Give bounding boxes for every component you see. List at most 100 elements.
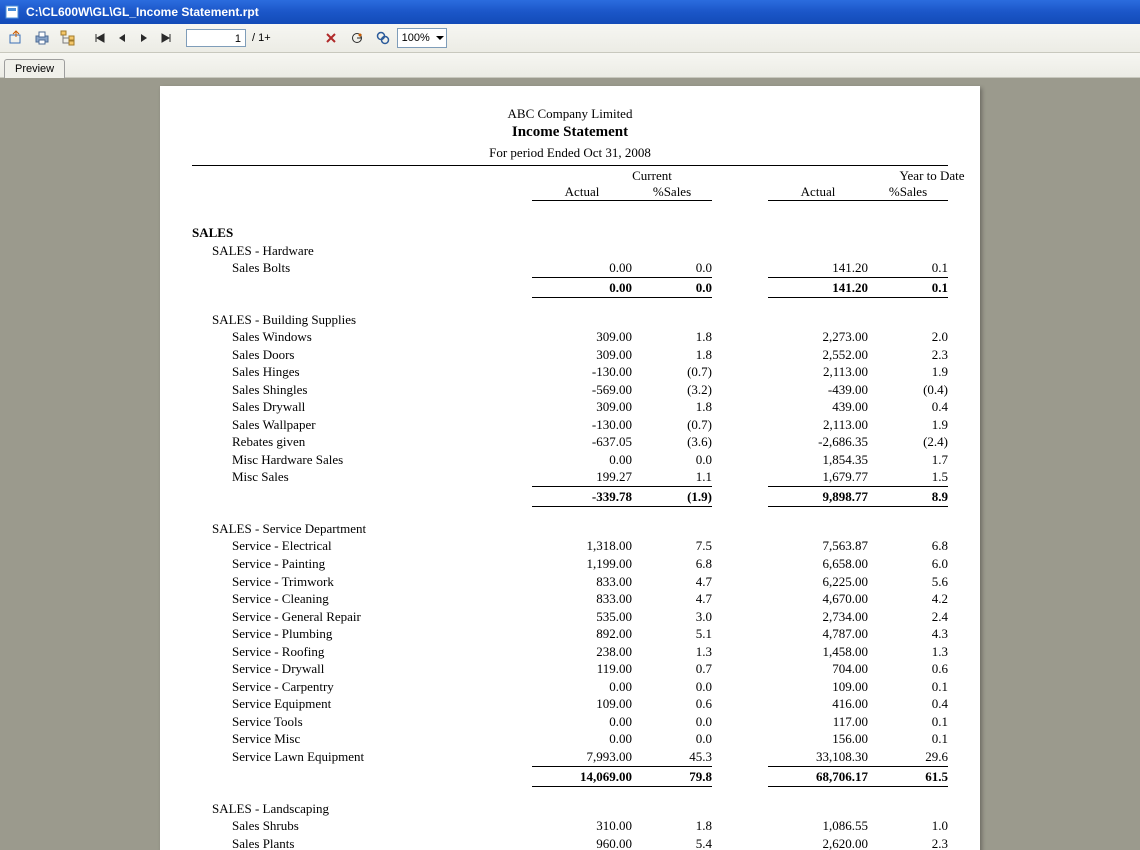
row-label: Service - Roofing [192,643,532,661]
cell-ytd-actual: -439.00 [768,381,868,399]
data-row: Service Tools 0.00 0.0 117.00 0.1 [192,713,948,731]
stop-button[interactable] [319,26,343,50]
row-label: Rebates given [192,433,532,451]
data-row: Service Misc 0.00 0.0 156.00 0.1 [192,730,948,748]
data-row: Sales Shrubs 310.00 1.8 1,086.55 1.0 [192,817,948,835]
cell-ytd-actual: 117.00 [768,713,868,731]
cell-ytd-pct: 1.9 [868,416,948,434]
cell-ytd-actual: 2,734.00 [768,608,868,626]
cell-cur-pct: 7.5 [632,537,712,555]
cell-cur-actual: 119.00 [532,660,632,678]
cell-cur-actual: 0.00 [532,713,632,731]
cell-cur-actual: 238.00 [532,643,632,661]
toolbar: 1 / 1+ 100% [0,24,1140,53]
cell-cur-actual: -637.05 [532,433,632,451]
colgroup-ytd: Year to Date [812,168,1052,184]
cell-ytd-pct: 0.1 [868,678,948,696]
tree-button[interactable] [56,26,80,50]
data-row: Service - Electrical 1,318.00 7.5 7,563.… [192,537,948,555]
cell-cur-pct: 1.3 [632,643,712,661]
data-row: Sales Bolts 0.00 0.0 141.20 0.1 [192,259,948,277]
nav-next-button[interactable] [134,27,154,49]
cell-cur-pct: (1.9) [632,486,712,508]
data-row: Service - Plumbing 892.00 5.1 4,787.00 4… [192,625,948,643]
page-number-input[interactable]: 1 [186,29,246,47]
subsection-title: SALES - Landscaping [192,801,948,817]
cell-ytd-pct: 29.6 [868,748,948,766]
cell-ytd-pct: 5.6 [868,573,948,591]
data-row: Rebates given -637.05 (3.6) -2,686.35 (2… [192,433,948,451]
cell-cur-pct: 1.8 [632,817,712,835]
cell-ytd-pct: 0.1 [868,259,948,277]
report-company: ABC Company Limited [192,106,948,122]
window-title: C:\CL600W\GL\GL_Income Statement.rpt [26,5,259,19]
row-label: Service - Cleaning [192,590,532,608]
cell-ytd-pct: (2.4) [868,433,948,451]
data-row: Service - Trimwork 833.00 4.7 6,225.00 5… [192,573,948,591]
cell-cur-actual: 14,069.00 [532,766,632,788]
cell-cur-actual: -130.00 [532,363,632,381]
cell-ytd-pct: 0.1 [868,730,948,748]
report-viewport[interactable]: ABC Company Limited Income Statement For… [0,78,1140,850]
cell-cur-actual: 1,199.00 [532,555,632,573]
row-label: Sales Plants [192,835,532,850]
zoom-value: 100% [402,32,430,44]
data-row: Sales Drywall 309.00 1.8 439.00 0.4 [192,398,948,416]
row-label: Service Misc [192,730,532,748]
cell-ytd-actual: 704.00 [768,660,868,678]
cell-cur-pct: 5.4 [632,835,712,850]
cell-cur-pct: 4.7 [632,590,712,608]
tab-preview[interactable]: Preview [4,59,65,78]
cell-cur-pct: 1.8 [632,328,712,346]
find-button[interactable] [371,26,395,50]
data-row: Sales Doors 309.00 1.8 2,552.00 2.3 [192,346,948,364]
cell-cur-actual: 833.00 [532,590,632,608]
row-label: Service - General Repair [192,608,532,626]
data-row: Sales Windows 309.00 1.8 2,273.00 2.0 [192,328,948,346]
cell-cur-actual: 199.27 [532,468,632,486]
cell-cur-actual: 0.00 [532,451,632,469]
row-label: Sales Drywall [192,398,532,416]
cell-ytd-pct: 2.3 [868,346,948,364]
cell-ytd-pct: 6.0 [868,555,948,573]
subcol-pct-2: %Sales [868,184,948,201]
cell-ytd-actual: 6,225.00 [768,573,868,591]
cell-ytd-pct: 1.0 [868,817,948,835]
cell-cur-pct: 0.0 [632,713,712,731]
subsection-title: SALES - Building Supplies [192,312,948,328]
header-rule [192,165,948,166]
cell-ytd-pct: 1.3 [868,643,948,661]
cell-cur-actual: 309.00 [532,398,632,416]
cell-ytd-actual: 7,563.87 [768,537,868,555]
refresh-button[interactable] [345,26,369,50]
cell-ytd-actual: 68,706.17 [768,766,868,788]
row-label: Service - Painting [192,555,532,573]
row-label: Sales Windows [192,328,532,346]
cell-ytd-pct: 1.5 [868,468,948,486]
cell-cur-actual: 109.00 [532,695,632,713]
cell-ytd-actual: -2,686.35 [768,433,868,451]
data-row: Service - Drywall 119.00 0.7 704.00 0.6 [192,660,948,678]
cell-cur-actual: 535.00 [532,608,632,626]
cell-cur-actual: 309.00 [532,346,632,364]
nav-last-button[interactable] [156,27,176,49]
data-row: Sales Plants 960.00 5.4 2,620.00 2.3 [192,835,948,850]
nav-prev-button[interactable] [112,27,132,49]
cell-ytd-actual: 109.00 [768,678,868,696]
cell-ytd-actual: 1,458.00 [768,643,868,661]
cell-ytd-actual: 1,854.35 [768,451,868,469]
cell-cur-pct: 0.0 [632,678,712,696]
nav-first-button[interactable] [90,27,110,49]
cell-cur-pct: 5.1 [632,625,712,643]
zoom-select[interactable]: 100% [397,28,447,48]
cell-ytd-pct: 1.7 [868,451,948,469]
report-title: Income Statement [192,124,948,141]
report-page: ABC Company Limited Income Statement For… [160,86,980,850]
cell-cur-actual: 7,993.00 [532,748,632,766]
cell-cur-actual: 1,318.00 [532,537,632,555]
cell-ytd-pct: 4.3 [868,625,948,643]
export-button[interactable] [4,26,28,50]
print-button[interactable] [30,26,54,50]
cell-cur-pct: (0.7) [632,363,712,381]
cell-cur-pct: 1.1 [632,468,712,486]
